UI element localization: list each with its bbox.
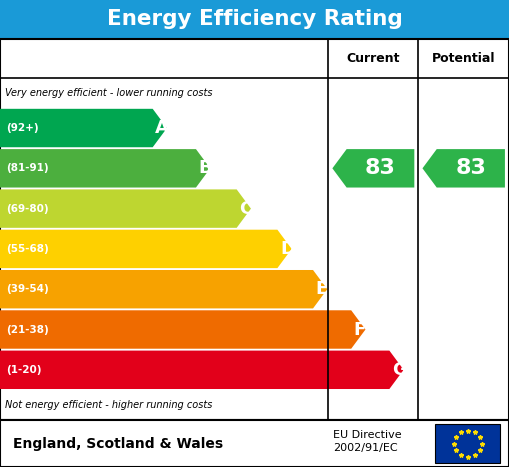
Polygon shape bbox=[0, 190, 251, 228]
Polygon shape bbox=[0, 351, 404, 389]
Text: Very energy efficient - lower running costs: Very energy efficient - lower running co… bbox=[5, 88, 213, 98]
Bar bbox=[435, 424, 500, 463]
Text: Not energy efficient - higher running costs: Not energy efficient - higher running co… bbox=[5, 400, 212, 410]
Polygon shape bbox=[0, 310, 365, 349]
Bar bbox=[0, 0, 509, 39]
Polygon shape bbox=[0, 270, 327, 308]
Text: (39-54): (39-54) bbox=[6, 284, 49, 294]
Text: 83: 83 bbox=[365, 158, 396, 178]
Text: 83: 83 bbox=[456, 158, 486, 178]
Polygon shape bbox=[422, 149, 505, 188]
Text: (21-38): (21-38) bbox=[6, 325, 49, 334]
Text: F: F bbox=[354, 320, 366, 339]
Text: Current: Current bbox=[347, 52, 400, 64]
Text: B: B bbox=[199, 159, 212, 177]
Text: Energy Efficiency Rating: Energy Efficiency Rating bbox=[106, 9, 403, 29]
Text: C: C bbox=[239, 199, 252, 218]
Polygon shape bbox=[0, 109, 167, 147]
Bar bbox=[0, 420, 509, 467]
Text: England, Scotland & Wales: England, Scotland & Wales bbox=[13, 437, 223, 451]
Polygon shape bbox=[332, 149, 414, 188]
Text: A: A bbox=[155, 119, 169, 137]
Text: (81-91): (81-91) bbox=[6, 163, 49, 173]
Text: EU Directive
2002/91/EC: EU Directive 2002/91/EC bbox=[333, 430, 402, 453]
Text: (69-80): (69-80) bbox=[6, 204, 49, 213]
Text: (1-20): (1-20) bbox=[6, 365, 42, 375]
Text: G: G bbox=[392, 361, 407, 379]
Bar bbox=[0, 39, 509, 420]
Polygon shape bbox=[0, 149, 210, 188]
Text: (55-68): (55-68) bbox=[6, 244, 49, 254]
Text: E: E bbox=[316, 280, 328, 298]
Text: D: D bbox=[280, 240, 295, 258]
Text: (92+): (92+) bbox=[6, 123, 39, 133]
Polygon shape bbox=[0, 230, 292, 268]
Text: Potential: Potential bbox=[432, 52, 495, 64]
